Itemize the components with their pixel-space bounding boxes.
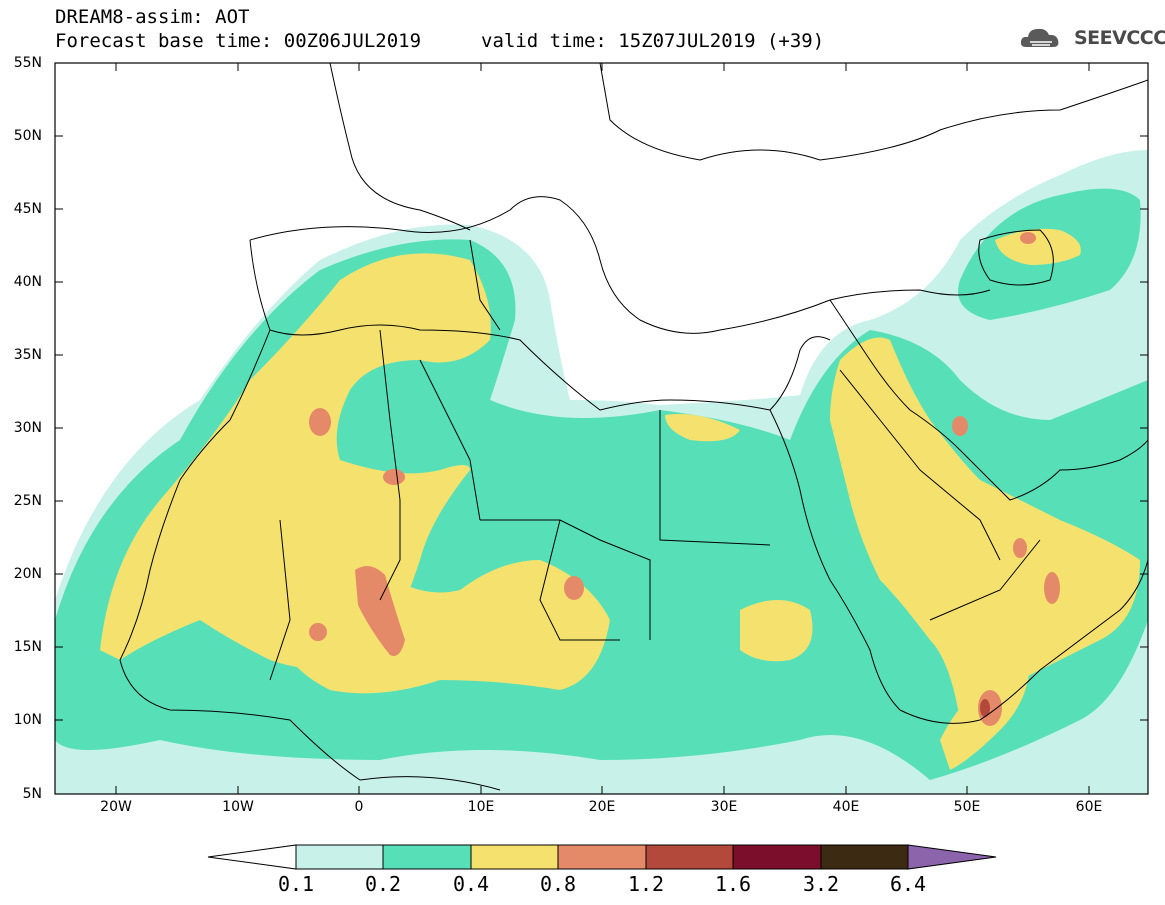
lon-label: 50E [953, 799, 981, 815]
aot-band-0.8-cell [564, 576, 584, 600]
colorbar-segment [207, 844, 297, 870]
colorbar-label: 3.2 [802, 872, 840, 896]
lon-label: 40E [832, 799, 860, 815]
colorbar-label: 0.4 [452, 872, 490, 896]
lat-label: 50N [13, 128, 42, 144]
lon-label: 20W [100, 799, 132, 815]
colorbar-segment [820, 844, 909, 870]
aot-band-0.8-cell [309, 408, 331, 436]
aot-band-0.4-arabia [830, 337, 1140, 720]
lat-label: 35N [13, 347, 42, 363]
colorbar-segment [645, 844, 734, 870]
axis-ticks [55, 62, 1148, 795]
lat-label: 5N [22, 786, 42, 802]
aot-band-0.8-cell [383, 469, 405, 485]
colorbar-label: 1.6 [714, 872, 752, 896]
time-info: Forecast base time: 00Z06JUL2019 valid ti… [55, 30, 824, 52]
aot-band-0.8-cell [309, 623, 327, 641]
colorbar-segment [732, 844, 822, 870]
lon-label: 60E [1075, 799, 1103, 815]
lon-label: 30E [710, 799, 738, 815]
colorbar-label: 0.2 [364, 872, 402, 896]
aot-band-0.8-cell [1020, 232, 1036, 244]
lat-label: 25N [13, 493, 42, 509]
aot-shading [55, 150, 1148, 794]
aot-band-0.8-chad [355, 566, 405, 656]
lat-label: 55N [13, 55, 42, 71]
cloud-icon [1020, 28, 1059, 47]
aot-band-0.8-cell [952, 416, 968, 436]
colorbar [207, 844, 997, 870]
aot-band-0.4-caspian [995, 228, 1081, 265]
aot-band-0.4-west [100, 253, 491, 671]
lon-label: 20E [588, 799, 616, 815]
lon-label: 0 [354, 799, 364, 815]
colorbar-label: 6.4 [889, 872, 927, 896]
colorbar-label: 0.1 [277, 872, 315, 896]
colorbar-segment [470, 844, 559, 870]
aot-band-1.2-cell [980, 699, 990, 717]
lat-label: 10N [13, 712, 42, 728]
lon-label: 10E [467, 799, 495, 815]
lat-label: 30N [13, 420, 42, 436]
lat-label: 20N [13, 566, 42, 582]
lat-label: 40N [13, 274, 42, 290]
lat-label: 45N [13, 201, 42, 217]
aot-band-0.4-ethiopia [740, 600, 813, 662]
aot-band-0.8-cell [1044, 572, 1060, 604]
colorbar-segment [557, 844, 647, 870]
logo-text: SEEVCCC [1074, 27, 1165, 49]
colorbar-segment [382, 844, 472, 870]
aot-band-0.8-cell [1013, 538, 1027, 558]
lat-label: 15N [13, 639, 42, 655]
colorbar-label: 1.2 [627, 872, 665, 896]
colorbar-segment [907, 844, 997, 870]
colorbar-label: 0.8 [539, 872, 577, 896]
map-title: DREAM8-assim: AOT [55, 6, 250, 28]
valid-time: valid time: 15Z07JUL2019 (+39) [481, 30, 825, 52]
base-time: Forecast base time: 00Z06JUL2019 [55, 30, 422, 52]
colorbar-segment [295, 844, 384, 870]
aot-band-0.4-egypt [665, 414, 740, 442]
lon-label: 10W [222, 799, 254, 815]
coastlines [119, 63, 1148, 791]
